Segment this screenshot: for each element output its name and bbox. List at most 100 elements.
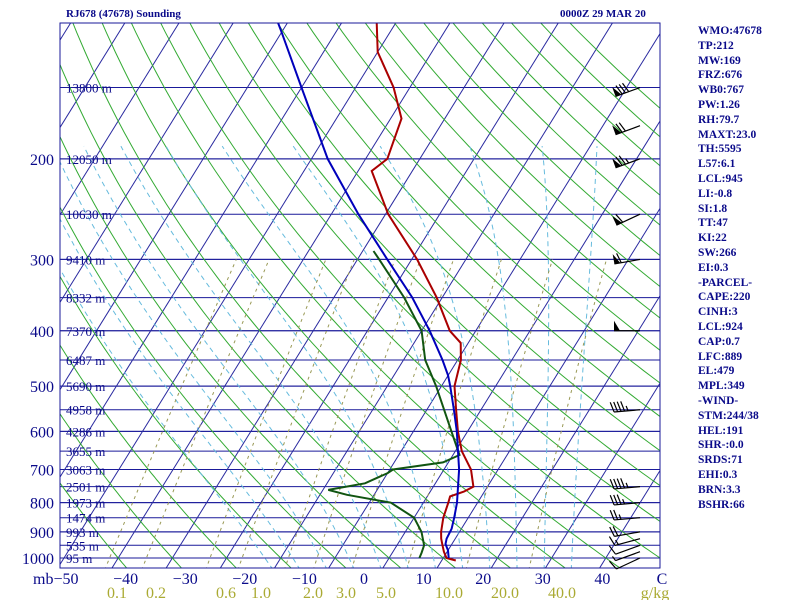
height-label: 7370 m — [66, 324, 105, 339]
stability-indices-list: WMO:47678 TP:212 MW:169 FRZ:676 WB0:767 PW:1.… — [698, 24, 800, 512]
mixing-ratio-line — [238, 259, 355, 568]
dry-adiabat-line — [60, 344, 237, 568]
index-item: SI:1.8 — [698, 202, 728, 215]
index-item: LI:-0.8 — [698, 187, 733, 200]
isotherm-line — [0, 0, 1, 570]
dry-adiabat-line — [189, 23, 660, 522]
index-item: MW:169 — [698, 54, 741, 67]
index-item: EHI:0.3 — [698, 468, 738, 481]
mixing-ratio-line — [141, 259, 270, 568]
wind-barb — [612, 122, 641, 136]
moist-adiabat-line — [83, 145, 355, 568]
mixing-ratio-line — [406, 259, 502, 568]
wind-barb — [609, 401, 641, 413]
index-item: WMO:47678 — [698, 25, 762, 37]
index-item: LFC:889 — [698, 350, 743, 363]
wind-barb — [611, 551, 641, 562]
mixing-ratio-line — [351, 259, 454, 568]
index-item: BSHR:66 — [698, 498, 745, 511]
height-label: 6487 m — [66, 353, 105, 368]
dry-adiabat-line — [364, 23, 660, 319]
height-label: 9410 m — [66, 252, 105, 267]
temperature-tick-label: −50 — [53, 571, 78, 588]
dewpoint-profile-line — [328, 250, 461, 559]
isotherm-line — [436, 207, 660, 568]
height-label: 1474 m — [66, 511, 105, 526]
dry-adiabat-line — [60, 482, 128, 568]
pressure-tick-label: 700 — [30, 463, 54, 480]
index-item: LCL:924 — [698, 320, 743, 333]
axis-labels: 1002003004005006007008009001000mb16410 m… — [22, 81, 669, 600]
pressure-tick-label: 1000 — [22, 551, 54, 568]
mixing-ratio-line — [313, 259, 421, 568]
mixing-ratio-label: 5.0 — [376, 585, 396, 600]
index-item: SW:266 — [698, 246, 737, 259]
mixing-ratio-label: 10.0 — [435, 585, 463, 600]
index-item: BRN:3.3 — [698, 483, 741, 496]
height-label: 3063 m — [66, 463, 105, 478]
wind-barb — [608, 536, 641, 546]
pressure-tick-label: 800 — [30, 496, 54, 513]
temperature-tick-label: 10 — [416, 571, 432, 588]
isotherm-line — [165, 23, 505, 568]
temperature-tick-label: −40 — [113, 571, 138, 588]
mixing-ratio-label: 20.0 — [491, 585, 519, 600]
temperature-tick-label: C — [657, 571, 668, 588]
mixing-ratio-line — [205, 259, 327, 568]
moist-adiabat-line — [292, 145, 464, 568]
height-label: 8332 m — [66, 291, 105, 306]
dry-adiabat-line — [60, 135, 402, 568]
index-item: MAXT:23.0 — [698, 128, 757, 141]
height-label: 95 m — [66, 551, 92, 566]
moist-adiabat-line — [570, 146, 598, 568]
dry-adiabat-line — [101, 23, 566, 568]
wind-barb — [612, 155, 641, 169]
index-item: KI:22 — [698, 232, 727, 245]
height-label: 2501 m — [66, 480, 105, 495]
wind-barb — [612, 253, 641, 265]
dry-adiabat-line — [277, 23, 660, 418]
isotherm-line — [60, 23, 180, 216]
dry-adiabat-line — [60, 206, 347, 568]
index-item: SHR-:0.0 — [698, 439, 744, 452]
isotherm-line — [60, 23, 343, 479]
dry-adiabat-line — [60, 412, 183, 568]
mixing-ratio-label: 40.0 — [548, 585, 576, 600]
wind-barb — [608, 544, 641, 555]
moist-adiabat-line — [469, 145, 518, 568]
moist-adiabat-line — [221, 145, 436, 568]
isotherm-line — [219, 23, 559, 568]
index-item: -PARCEL- — [698, 276, 753, 289]
height-label: 3655 m — [66, 444, 105, 459]
wind-barb — [609, 494, 641, 506]
isotherm-line — [273, 23, 614, 568]
wind-barb — [612, 82, 641, 97]
index-item: EI:0.3 — [698, 261, 729, 274]
index-item: LCL:945 — [698, 172, 743, 185]
pressure-tick-label: 500 — [30, 379, 54, 396]
temperature-tick-label: 20 — [475, 571, 491, 588]
index-item: EL:479 — [698, 365, 735, 378]
pressure-tick-label: 900 — [30, 525, 54, 542]
height-label: 12050 m — [66, 152, 112, 167]
sounding-time: 0000Z 29 MAR 20 — [560, 8, 646, 20]
isotherm-line — [0, 0, 55, 570]
pressure-tick-label: 300 — [30, 252, 54, 269]
temperature-tick-label: −10 — [292, 571, 317, 588]
moist-adiabat-line — [60, 160, 327, 568]
index-item: WB0:767 — [698, 84, 744, 97]
pressure-tick-label: 400 — [30, 324, 54, 341]
isotherm-line — [382, 120, 660, 568]
index-item: HEL:191 — [698, 424, 744, 437]
index-item: CAPE:220 — [698, 291, 751, 304]
mixing-ratio-label: 0.1 — [107, 585, 127, 600]
pressure-tick-label: 200 — [30, 152, 54, 169]
height-label: 535 m — [66, 538, 99, 553]
station-title: RJ678 (47678) Sounding — [66, 8, 181, 20]
moist-adiabat-line — [120, 145, 382, 568]
mixing-ratio-label: 0.2 — [146, 585, 166, 600]
dry-adiabat-line — [60, 275, 292, 568]
temperature-tick-label: −20 — [232, 571, 257, 588]
temperature-tick-label: −30 — [173, 571, 198, 588]
